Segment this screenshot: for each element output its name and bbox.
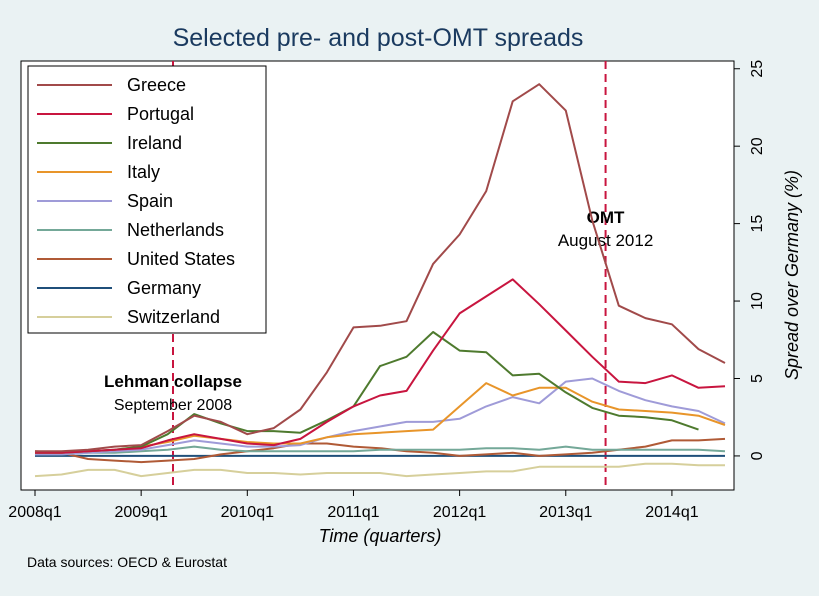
legend-label-portugal: Portugal xyxy=(127,104,194,124)
legend: Greece Portugal Ireland Italy Spain Netherlan… xyxy=(27,65,267,334)
legend-label-netherlands: Netherlands xyxy=(127,220,224,240)
annotation-subtitle: September 2008 xyxy=(114,397,232,414)
legend-label-united-states: United States xyxy=(127,249,235,269)
annotation-title: Lehman collapse xyxy=(104,372,242,391)
series-line-greece xyxy=(35,83,726,453)
legend-label-germany: Germany xyxy=(127,278,201,298)
legend-label-spain: Spain xyxy=(127,191,173,211)
x-tick-label: 2012q1 xyxy=(433,504,486,521)
series-line-netherlands xyxy=(35,445,726,456)
chart-title: Selected pre- and post-OMT spreads xyxy=(173,24,584,52)
series-line-united-states xyxy=(34,437,726,464)
series-line-switzerland xyxy=(34,462,725,478)
y-tick-label: 10 xyxy=(749,292,766,310)
x-tick-label: 2010q1 xyxy=(221,504,274,521)
y-tick-label: 5 xyxy=(749,374,766,383)
source-note: Data sources: OECD & Eurostat xyxy=(27,554,227,570)
y-axis: 0 5 10 15 20 25 xyxy=(734,60,766,460)
legend-label-ireland: Ireland xyxy=(127,133,182,153)
legend-label-greece: Greece xyxy=(127,75,186,95)
x-tick-label: 2011q1 xyxy=(327,504,379,521)
x-tick-label: 2008q1 xyxy=(8,504,61,521)
annotation-subtitle: August 2012 xyxy=(558,231,653,250)
series-line-ireland xyxy=(35,331,699,454)
y-tick-label: 0 xyxy=(749,451,766,460)
y-tick-label: 15 xyxy=(749,215,766,233)
x-tick-label: 2014q1 xyxy=(645,504,698,521)
series-line-portugal xyxy=(35,278,726,454)
series-line-spain xyxy=(35,377,726,456)
x-tick-label: 2013q1 xyxy=(539,504,592,521)
legend-label-switzerland: Switzerland xyxy=(127,307,220,327)
y-axis-label: Spread over Germany (%) xyxy=(782,170,802,380)
annotation-title: OMT xyxy=(587,208,625,227)
y-tick-label: 20 xyxy=(749,137,766,155)
series-lines xyxy=(34,83,726,478)
x-axis: 2008q1 2009q1 2010q1 2011q1 2012q1 2013q1 2014… xyxy=(8,490,699,521)
y-tick-label: 25 xyxy=(749,60,766,78)
legend-label-italy: Italy xyxy=(127,162,160,182)
x-tick-label: 2009q1 xyxy=(114,504,167,521)
x-axis-label: Time (quarters) xyxy=(319,526,442,546)
